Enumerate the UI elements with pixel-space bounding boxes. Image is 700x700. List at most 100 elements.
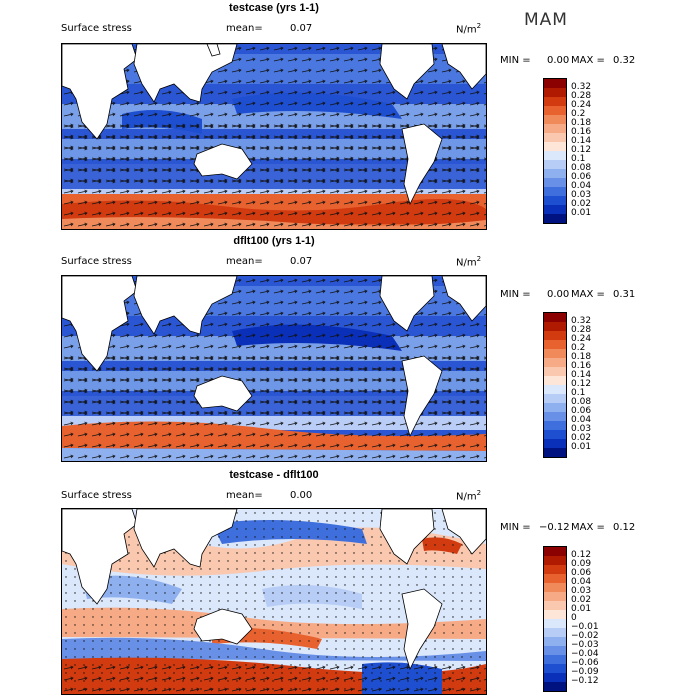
map-panel-difference <box>61 508 487 695</box>
max-value: 0.12 <box>613 522 636 533</box>
colorbar-swatch <box>544 556 566 565</box>
colorbar-level-label: 0.01 <box>571 441 592 452</box>
min-value: 0.00 <box>547 289 570 300</box>
colorbar-swatch <box>544 79 566 88</box>
colorbar <box>543 546 567 692</box>
colorbar-level-label: 0.06 <box>571 171 592 182</box>
colorbar-level-label: 0.28 <box>571 324 592 335</box>
min-label: MIN = <box>500 289 531 300</box>
colorbar-level-label: 0.16 <box>571 360 592 371</box>
max-label: MAX = <box>571 289 605 300</box>
colorbar-swatch <box>544 376 566 385</box>
field-label: Surface stress <box>61 256 132 267</box>
colorbar-swatch <box>544 187 566 196</box>
colorbar-swatch <box>544 358 566 367</box>
map-panel-testcase <box>61 43 487 230</box>
colorbar-level-label: 0.02 <box>571 594 592 605</box>
colorbar-swatch <box>544 637 566 646</box>
colorbar-swatch <box>544 97 566 106</box>
colorbar-level-label: 0.24 <box>571 99 592 110</box>
mean-label: mean= <box>226 256 263 267</box>
colorbar-level-label: 0.16 <box>571 126 592 137</box>
colorbar-level-label: 0.18 <box>571 351 592 362</box>
colorbar-swatch <box>544 142 566 151</box>
colorbar-level-label: 0.09 <box>571 558 592 569</box>
colorbar-level-label: −0.02 <box>571 630 599 641</box>
colorbar-swatch <box>544 178 566 187</box>
colorbar-swatch <box>544 448 566 457</box>
min-label: MIN = <box>500 522 531 533</box>
mean-label: mean= <box>226 490 263 501</box>
colorbar-level-label: 0.12 <box>571 144 592 155</box>
colorbar-swatch <box>544 583 566 592</box>
colorbar-swatch <box>544 646 566 655</box>
max-value: 0.31 <box>613 289 636 300</box>
map-panel-dflt100 <box>61 275 487 462</box>
colorbar-level-label: 0.1 <box>571 387 586 398</box>
colorbar-swatch <box>544 88 566 97</box>
min-value: −0.12 <box>539 522 570 533</box>
stress-map <box>62 44 486 229</box>
colorbar-swatch <box>544 592 566 601</box>
colorbar-level-label: 0.08 <box>571 396 592 407</box>
colorbar-swatch <box>544 610 566 619</box>
colorbar-level-label: −0.09 <box>571 666 599 677</box>
colorbar-level-label: 0.04 <box>571 180 592 191</box>
max-label: MAX = <box>571 55 605 66</box>
colorbar-swatch <box>544 664 566 673</box>
colorbar-swatch <box>544 340 566 349</box>
colorbar-level-label: −0.03 <box>571 639 599 650</box>
colorbar-level-label: 0.2 <box>571 342 586 353</box>
colorbar-swatch <box>544 628 566 637</box>
colorbar-swatch <box>544 313 566 322</box>
colorbar-level-label: 0.04 <box>571 576 592 587</box>
colorbar-level-label: 0.2 <box>571 108 586 119</box>
colorbar-swatch <box>544 403 566 412</box>
colorbar-swatch <box>544 169 566 178</box>
colorbar-level-label: 0.14 <box>571 369 592 380</box>
colorbar-level-label: 0.04 <box>571 414 592 425</box>
colorbar-level-label: 0.14 <box>571 135 592 146</box>
mean-label: mean= <box>226 23 263 34</box>
colorbar-swatch <box>544 349 566 358</box>
stress-diff-map <box>62 509 486 694</box>
colorbar-level-label: 0.12 <box>571 378 592 389</box>
colorbar-swatch <box>544 205 566 214</box>
min-label: MIN = <box>500 55 531 66</box>
colorbar-level-label: 0.01 <box>571 207 592 218</box>
colorbar-swatch <box>544 133 566 142</box>
colorbar-level-label: −0.01 <box>571 621 599 632</box>
colorbar-swatch <box>544 331 566 340</box>
colorbar-level-label: 0.02 <box>571 432 592 443</box>
max-label: MAX = <box>571 522 605 533</box>
colorbar-swatch <box>544 601 566 610</box>
units-label: N/m2 <box>456 22 482 36</box>
colorbar-swatch <box>544 214 566 223</box>
colorbar-swatch <box>544 322 566 331</box>
colorbar-swatch <box>544 430 566 439</box>
colorbar-level-label: 0.32 <box>571 81 592 92</box>
colorbar-swatch <box>544 619 566 628</box>
colorbar-level-label: 0 <box>571 612 577 623</box>
panel-title: dflt100 (yrs 1-1) <box>233 235 315 247</box>
colorbar-swatch <box>544 439 566 448</box>
field-label: Surface stress <box>61 23 132 34</box>
season-label: MAM <box>524 10 568 30</box>
min-value: 0.00 <box>547 55 570 66</box>
colorbar-swatch <box>544 115 566 124</box>
colorbar-swatch <box>544 574 566 583</box>
colorbar-swatch <box>544 160 566 169</box>
colorbar-level-label: 0.24 <box>571 333 592 344</box>
colorbar-swatch <box>544 682 566 691</box>
colorbar-swatch <box>544 547 566 556</box>
mean-value: 0.00 <box>290 490 313 501</box>
colorbar <box>543 312 567 458</box>
field-label: Surface stress <box>61 490 132 501</box>
colorbar-level-label: 0.06 <box>571 567 592 578</box>
colorbar-swatch <box>544 394 566 403</box>
colorbar-level-label: 0.1 <box>571 153 586 164</box>
colorbar-swatch <box>544 421 566 430</box>
colorbar-swatch <box>544 106 566 115</box>
colorbar <box>543 78 567 224</box>
colorbar-level-label: 0.08 <box>571 162 592 173</box>
